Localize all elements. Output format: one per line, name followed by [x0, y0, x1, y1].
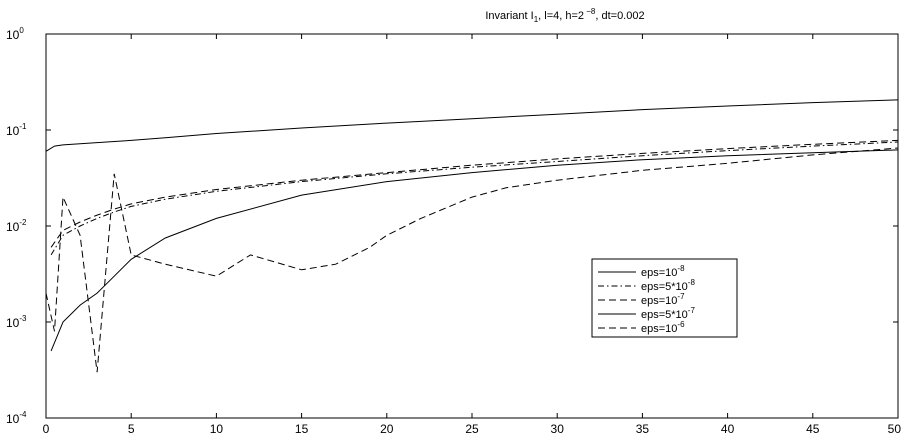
series-group	[45, 99, 899, 373]
series-line-4	[45, 99, 899, 152]
x-tick-label: 0	[43, 422, 50, 436]
legend: eps=10-8eps=5*10-8eps=10-7eps=5*10-7eps=…	[591, 258, 738, 338]
x-tick-label: 20	[380, 422, 394, 436]
title-exponent: −8	[584, 7, 596, 16]
title-subscript: 1	[534, 15, 539, 24]
x-tick-label: 5	[128, 422, 135, 436]
legend-label-4: eps=5*10-7	[641, 306, 695, 321]
x-tick-label: 45	[806, 422, 820, 436]
x-tick-label: 25	[465, 422, 479, 436]
y-tick-label: 10-1	[6, 122, 27, 138]
title-middle: , l=4, h=2	[538, 10, 584, 22]
chart-title: Invariant I1, l=4, h=2 −8, dt=0.002	[485, 7, 644, 24]
legend-label-1: eps=10-8	[641, 264, 685, 279]
x-tick-label: 50	[888, 422, 901, 436]
series-line-1	[50, 149, 899, 352]
x-tick-label: 30	[551, 422, 565, 436]
x-tick-label: 15	[295, 422, 309, 436]
x-tick-label: 35	[636, 422, 650, 436]
y-tick-label: 100	[6, 26, 24, 42]
series-line-2	[50, 141, 899, 256]
y-tick-label: 10-2	[6, 218, 27, 234]
title-suffix: , dt=0.002	[595, 10, 644, 22]
legend-items: eps=10-8eps=5*10-8eps=10-7eps=5*10-7eps=…	[598, 264, 695, 335]
x-tick-label: 40	[721, 422, 735, 436]
title-prefix: Invariant I	[485, 10, 533, 22]
series-line-3	[50, 139, 899, 248]
plot-area	[45, 33, 899, 419]
x-tick-label: 10	[210, 422, 224, 436]
legend-label-5: eps=10-6	[641, 320, 685, 335]
y-tick-label: 10-4	[6, 410, 27, 426]
y-tick-label: 10-3	[6, 314, 27, 330]
axis-ticks: 0 5 10 15 20 25 30 35 40 45 50 10-4 10-3 10-2 10-1 100	[6, 26, 901, 436]
legend-label-3: eps=10-7	[641, 292, 685, 307]
series-line-5	[45, 147, 899, 373]
legend-label-2: eps=5*10-8	[641, 278, 695, 293]
